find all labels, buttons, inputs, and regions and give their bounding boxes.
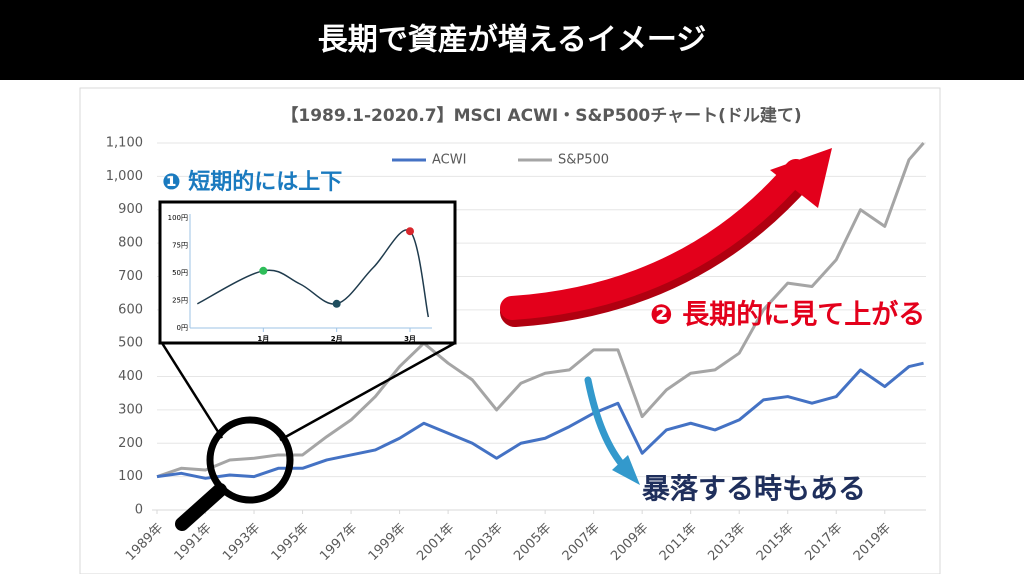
legend-label: S&P500 [558, 153, 609, 168]
x-tick-label: 3月 [404, 335, 416, 343]
x-tick-label: 2月 [331, 335, 343, 343]
chart-title: 【1989.1-2020.7】MSCI ACWI・S&P500チャート(ドル建て… [281, 105, 801, 126]
y-tick-label: 1,100 [106, 136, 143, 151]
y-tick-label: 0円 [177, 324, 188, 332]
y-tick-label: 0 [135, 503, 143, 518]
header-bar [0, 0, 1024, 80]
y-tick-label: 25円 [172, 297, 188, 305]
marker [332, 299, 341, 308]
y-tick-label: 500 [118, 336, 143, 351]
zoom-line [160, 342, 224, 439]
annotation: 暴落する時もある [642, 472, 866, 505]
y-tick-label: 100 [118, 469, 143, 484]
y-tick-label: 600 [118, 302, 143, 317]
marker [406, 227, 414, 236]
y-tick-label: 700 [118, 269, 143, 284]
marker [259, 266, 268, 275]
y-tick-label: 200 [118, 436, 143, 451]
y-tick-label: 75円 [172, 242, 188, 250]
annotation: ❶ 短期的には上下 [162, 169, 342, 195]
down-arrow [584, 376, 629, 472]
up-arrow [500, 159, 808, 320]
y-tick-label: 900 [118, 202, 143, 217]
header-title: 長期で資産が増えるイメージ [318, 23, 707, 58]
down-arrow-head [612, 455, 640, 485]
y-tick-label: 400 [118, 369, 143, 384]
x-tick-label: 1月 [257, 335, 269, 343]
inset-frame [158, 200, 457, 345]
legend-label: ACWI [432, 153, 466, 168]
y-tick-label: 800 [118, 236, 143, 251]
up-arrow-head [770, 148, 832, 208]
zoom-line [279, 341, 456, 442]
y-tick-label: 1,000 [106, 169, 143, 184]
y-tick-label: 300 [118, 402, 143, 417]
inset-chart: 0円 25円 50円 75円 100円 1月 2月 3月 [168, 214, 432, 343]
y-tick-label: 50円 [172, 269, 188, 277]
y-tick-label: 100円 [168, 214, 188, 222]
magnifier-handle [175, 483, 227, 531]
annotation: ❷ 長期的に見て上がる [650, 299, 925, 331]
magnifier-lens [206, 416, 294, 504]
